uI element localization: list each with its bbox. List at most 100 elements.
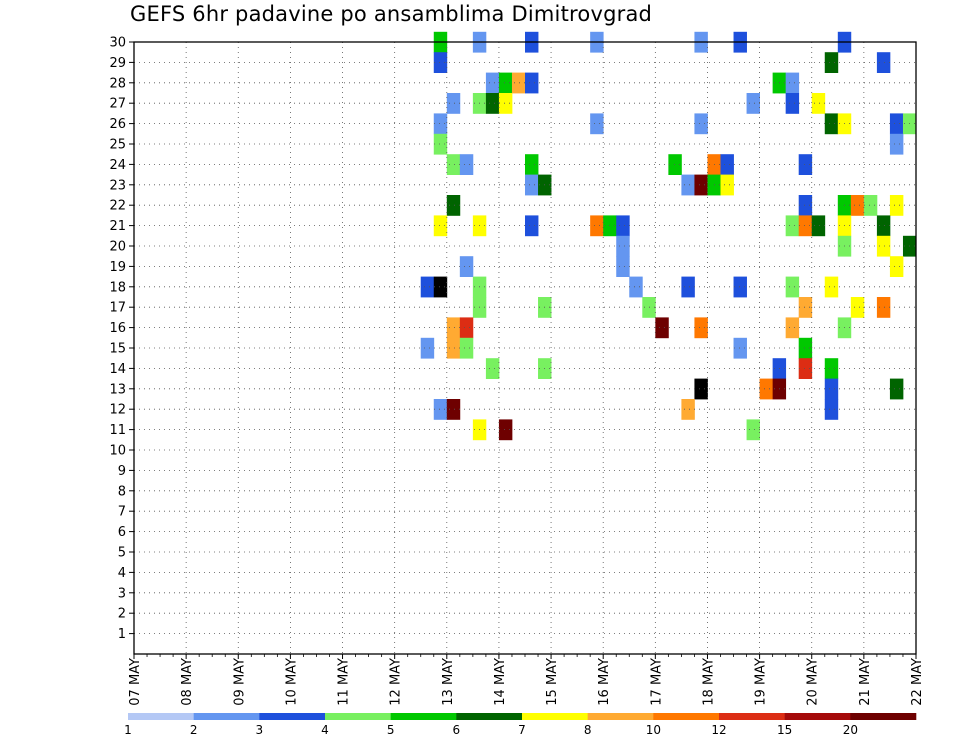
heatmap-cell bbox=[433, 215, 448, 237]
x-tick-label: 10 MAY bbox=[284, 658, 299, 706]
heatmap-cell bbox=[746, 419, 760, 441]
colorbar-swatch bbox=[522, 713, 588, 720]
y-tick-label: 30 bbox=[109, 36, 126, 51]
y-tick-label: 6 bbox=[118, 525, 126, 540]
heatmap-cell bbox=[876, 297, 891, 318]
heatmap-cell bbox=[889, 113, 904, 135]
colorbar-label: 7 bbox=[518, 723, 526, 737]
heatmap-cell bbox=[498, 419, 513, 441]
heatmap-cell bbox=[785, 72, 800, 94]
heatmap-cell bbox=[694, 174, 708, 196]
y-tick-label: 23 bbox=[109, 178, 126, 193]
heatmap-cell bbox=[824, 378, 839, 400]
heatmap-cell bbox=[824, 276, 839, 298]
colorbar-label: 3 bbox=[256, 723, 264, 737]
x-tick-label: 19 MAY bbox=[754, 658, 769, 706]
y-tick-label: 24 bbox=[109, 158, 126, 173]
heatmap-cell bbox=[433, 113, 448, 135]
heatmap-cell bbox=[785, 93, 800, 114]
y-tick-label: 11 bbox=[109, 423, 126, 438]
y-tick-label: 15 bbox=[109, 342, 126, 357]
y-tick-label: 1 bbox=[118, 627, 126, 642]
heatmap-cell bbox=[850, 195, 865, 216]
heatmap-cell bbox=[681, 174, 695, 196]
heatmap-cell bbox=[498, 72, 513, 94]
heatmap-cell bbox=[511, 72, 526, 94]
y-tick-label: 22 bbox=[109, 199, 126, 214]
y-tick-label: 20 bbox=[109, 240, 126, 255]
heatmap-cell bbox=[798, 195, 813, 216]
y-tick-label: 9 bbox=[118, 464, 126, 479]
heatmap-cell bbox=[433, 399, 448, 420]
x-tick-label: 20 MAY bbox=[806, 658, 821, 706]
y-tick-label: 13 bbox=[109, 382, 126, 397]
heatmap-cell bbox=[420, 276, 435, 298]
y-tick-label: 25 bbox=[109, 138, 126, 153]
heatmap-cell bbox=[681, 399, 695, 420]
heatmap-cell bbox=[629, 276, 643, 298]
colorbar-label: 5 bbox=[387, 723, 395, 737]
heatmap-cell bbox=[616, 215, 630, 237]
heatmap-cell bbox=[694, 317, 708, 339]
heatmap-cell bbox=[876, 215, 891, 237]
heatmap-cell bbox=[889, 133, 904, 155]
heatmap-cell bbox=[798, 337, 813, 359]
heatmap-cell bbox=[525, 174, 539, 196]
heatmap-cell bbox=[420, 337, 435, 359]
colorbar-swatch bbox=[128, 713, 194, 720]
heatmap-cell bbox=[759, 378, 774, 400]
heatmap-cell bbox=[798, 297, 813, 318]
colorbar-label: 2 bbox=[190, 723, 198, 737]
heatmap-cell bbox=[590, 215, 604, 237]
y-tick-label: 27 bbox=[109, 97, 126, 112]
y-tick-label: 19 bbox=[109, 260, 126, 275]
colorbar-label: 15 bbox=[777, 723, 792, 737]
y-tick-label: 18 bbox=[109, 280, 126, 295]
x-tick-label: 18 MAY bbox=[701, 658, 716, 706]
y-tick-label: 2 bbox=[118, 607, 126, 622]
colorbar-label: 20 bbox=[843, 723, 858, 737]
colorbar-swatch bbox=[587, 713, 654, 720]
colorbar: 1 2 3 4 5 6 7 8 10 12 15 20 bbox=[124, 713, 917, 737]
colorbar-label: 10 bbox=[646, 723, 661, 737]
heatmap-cell bbox=[485, 72, 500, 94]
heatmap-cell bbox=[694, 113, 708, 135]
heatmap-cell bbox=[876, 52, 891, 73]
x-tick-label: 12 MAY bbox=[389, 658, 404, 706]
heatmap-cell bbox=[446, 399, 461, 420]
colorbar-label: 4 bbox=[321, 723, 329, 737]
heatmap-cell bbox=[485, 93, 500, 114]
heatmap-cell bbox=[433, 133, 448, 155]
heatmap-cell bbox=[525, 215, 539, 237]
heatmap-cell bbox=[681, 276, 695, 298]
y-tick-label: 10 bbox=[109, 444, 126, 459]
heatmap-cell bbox=[459, 256, 474, 277]
colorbar-swatch bbox=[784, 713, 851, 720]
heatmap-cell bbox=[433, 276, 448, 298]
heatmap-cell bbox=[798, 215, 813, 237]
x-tick-label: 17 MAY bbox=[649, 658, 664, 706]
y-tick-label: 8 bbox=[118, 484, 126, 499]
colorbar-swatch bbox=[456, 713, 523, 720]
heatmap-cell bbox=[459, 337, 474, 359]
heatmap-cell bbox=[798, 358, 813, 379]
heatmap-cell bbox=[720, 174, 734, 196]
heatmap-cell bbox=[616, 256, 630, 277]
heatmap-cell bbox=[733, 337, 747, 359]
heatmap-cell bbox=[525, 154, 539, 175]
heatmap-cell bbox=[824, 399, 839, 420]
x-tick-label: 07 MAY bbox=[128, 658, 143, 706]
heatmap-cells bbox=[420, 31, 917, 441]
colorbar-swatch bbox=[653, 713, 720, 720]
y-tick-label: 12 bbox=[109, 403, 126, 418]
x-tick-label: 21 MAY bbox=[858, 658, 873, 706]
colorbar-swatch bbox=[325, 713, 391, 720]
heatmap-cell bbox=[694, 378, 708, 400]
x-tick-label: 15 MAY bbox=[545, 658, 560, 706]
y-tick-label: 17 bbox=[109, 301, 126, 316]
y-tick-label: 28 bbox=[109, 76, 126, 91]
y-axis-ticks: 1234567891011121314151617181920212223242… bbox=[109, 36, 134, 642]
colorbar-swatch bbox=[193, 713, 260, 720]
heatmap-cell bbox=[446, 93, 461, 114]
heatmap-cell bbox=[889, 195, 904, 216]
